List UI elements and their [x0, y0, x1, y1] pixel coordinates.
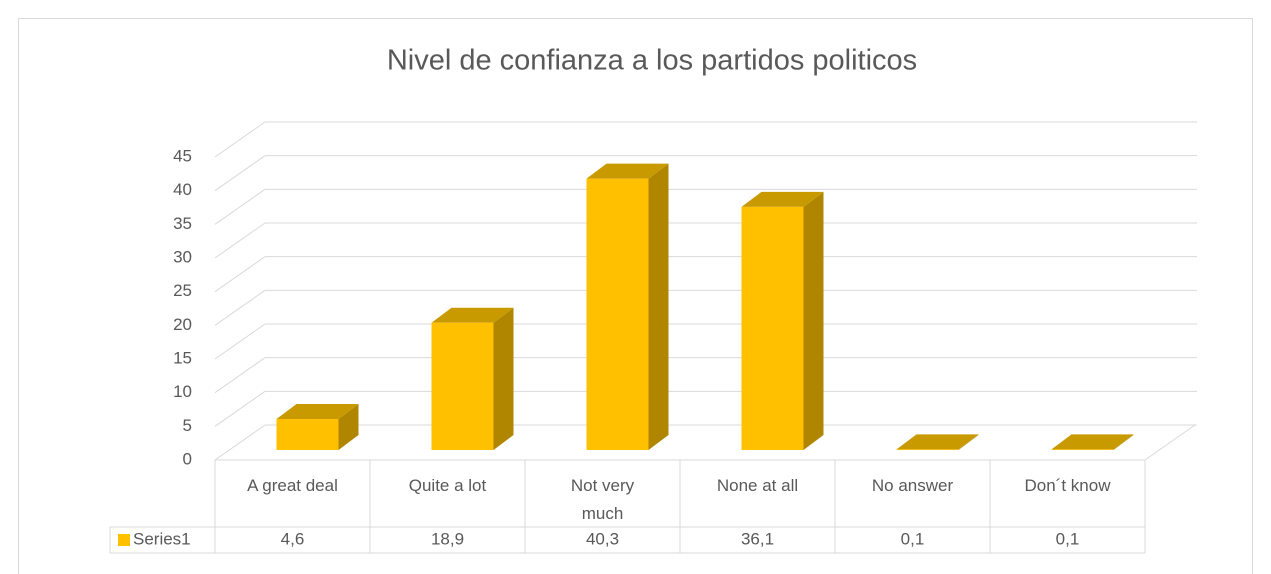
bar-side [1113, 434, 1134, 450]
data-label: 40,3 [586, 529, 619, 548]
grid-line-side [214, 256, 266, 293]
legend-swatch [118, 534, 130, 546]
y-tick-label: 40 [173, 180, 192, 199]
bar-side [803, 191, 824, 450]
floor-edge-right [1144, 424, 1196, 461]
bar [741, 206, 804, 450]
chart-title: Nivel de confianza a los partidos politi… [387, 45, 917, 77]
data-label: 18,9 [431, 529, 464, 548]
y-tick-label: 25 [173, 281, 192, 300]
grid-line-side [214, 357, 266, 394]
bar-side [958, 434, 979, 450]
x-tick-label: No answer [872, 476, 954, 495]
x-tick-label: None at all [717, 476, 798, 495]
y-tick-label: 30 [173, 247, 192, 266]
bar-top [586, 163, 669, 179]
y-tick-label: 15 [173, 348, 192, 367]
data-label: 36,1 [741, 529, 774, 548]
grid-line-side [214, 121, 266, 158]
data-label: 0,1 [1056, 529, 1080, 548]
x-tick-label: Not very much [571, 476, 635, 523]
x-tick-label: A great deal [247, 476, 338, 495]
bar-top [431, 307, 514, 323]
grid-line-side [214, 323, 266, 360]
bar [1051, 449, 1114, 450]
y-tick-label: 0 [183, 449, 192, 468]
bar [896, 449, 959, 450]
bar-side [493, 307, 514, 450]
x-tick-label: Quite a lot [409, 476, 487, 495]
y-tick-label: 45 [173, 146, 192, 165]
y-tick-label: 5 [183, 416, 192, 435]
bar-top [896, 434, 979, 450]
bar [586, 178, 649, 450]
grid-line-side [214, 222, 266, 259]
bar-top [1051, 434, 1134, 450]
data-label: 4,6 [281, 529, 305, 548]
y-tick-label: 10 [173, 382, 192, 401]
x-tick-label: Don´t know [1025, 476, 1112, 495]
bar-side [338, 404, 359, 450]
bar [276, 419, 339, 450]
y-tick-label: 20 [173, 315, 192, 334]
bar-top [741, 191, 824, 207]
bar-side [648, 163, 669, 450]
grid-line-side [214, 188, 266, 225]
grid-line-side [214, 155, 266, 192]
grid-line-side [214, 424, 266, 461]
y-tick-label: 35 [173, 214, 192, 233]
bar-top [276, 404, 359, 420]
grid-line-side [214, 289, 266, 326]
legend-label: Series1 [133, 529, 191, 548]
bar [431, 322, 494, 450]
data-label: 0,1 [901, 529, 925, 548]
grid-line-side [214, 390, 266, 427]
